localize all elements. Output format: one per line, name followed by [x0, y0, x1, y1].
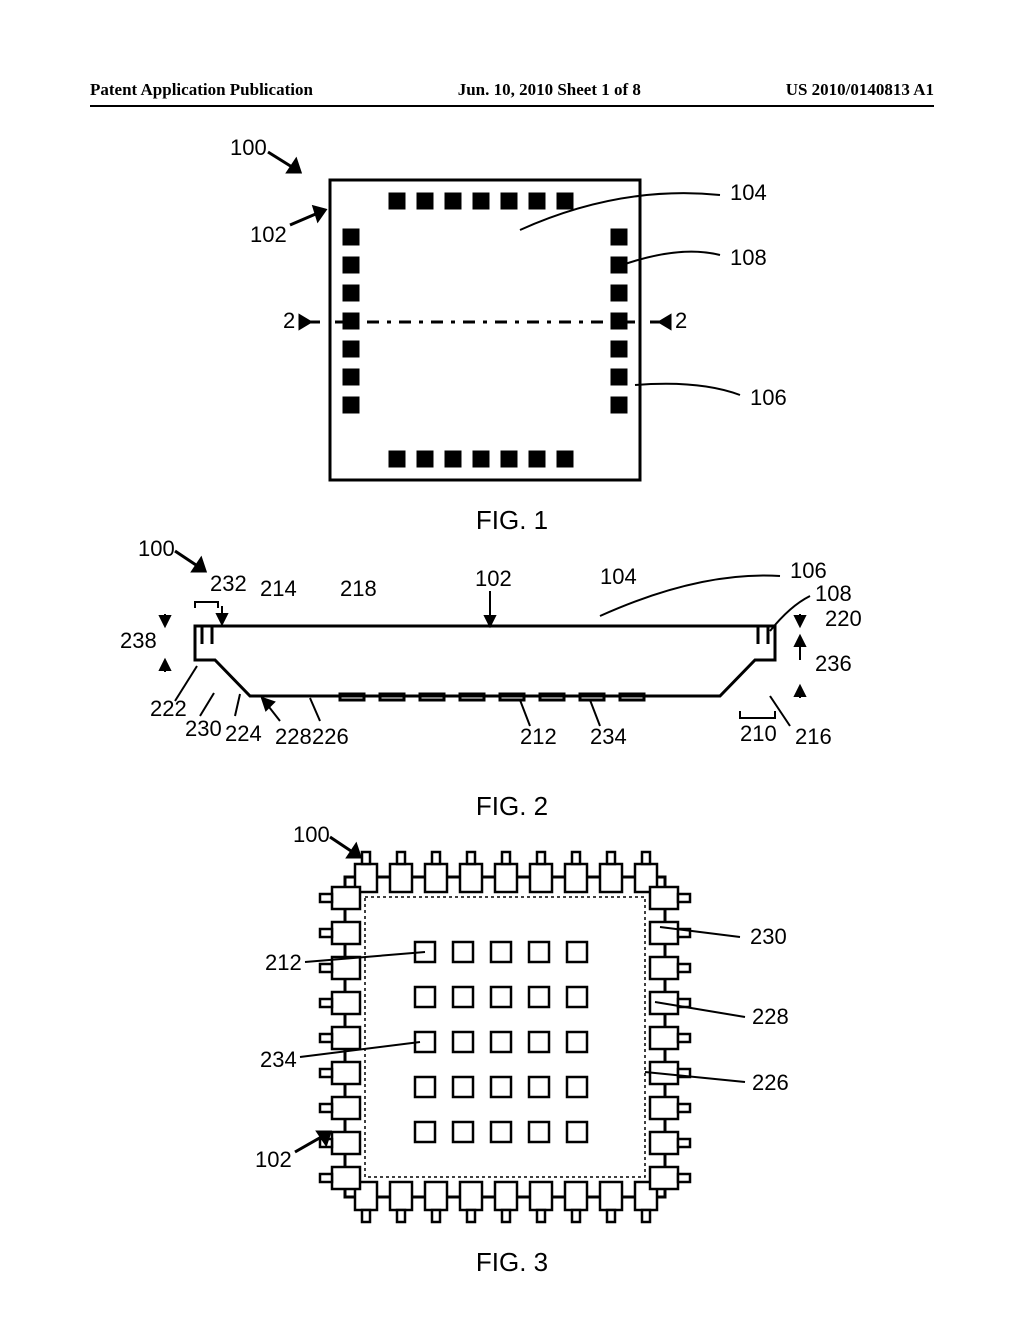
ref-106: 106: [750, 385, 787, 410]
fig3-label: FIG. 3: [0, 1247, 1024, 1278]
f3-234: 234: [260, 1047, 297, 1072]
f3-212: 212: [265, 950, 302, 975]
ref-100: 100: [230, 135, 267, 160]
fig2-svg: 100 232 214 218 102 104 106 108 220 238 …: [0, 536, 1024, 786]
f3-100: 100: [293, 822, 330, 847]
page-header: Patent Application Publication Jun. 10, …: [90, 80, 934, 100]
f2-108: 108: [815, 581, 852, 606]
inner-grid: [415, 942, 587, 1142]
header-rule: [90, 105, 934, 107]
f2-104: 104: [600, 564, 637, 589]
f2-222: 222: [150, 696, 187, 721]
f2-212: 212: [520, 724, 557, 749]
sect-left: 2: [283, 308, 295, 333]
fig2-label: FIG. 2: [0, 791, 1024, 822]
f2-226: 226: [312, 724, 349, 749]
fig1-svg: 100 102 104 108 106 2 2: [0, 130, 1024, 500]
f2-232: 232: [210, 571, 247, 596]
fig1-label: FIG. 1: [0, 505, 1024, 536]
f2-224: 224: [225, 721, 262, 746]
f2-102: 102: [475, 566, 512, 591]
f3-226: 226: [752, 1070, 789, 1095]
f2-238: 238: [120, 628, 157, 653]
f3-228: 228: [752, 1004, 789, 1029]
header-left: Patent Application Publication: [90, 80, 313, 100]
f2-234: 234: [590, 724, 627, 749]
fig3-svg: 100: [0, 822, 1024, 1242]
f3-102: 102: [255, 1147, 292, 1172]
figures-area: 100 102 104 108 106 2 2 FIG. 1: [0, 130, 1024, 1278]
header-right: US 2010/0140813 A1: [786, 80, 934, 100]
ref-102: 102: [250, 222, 287, 247]
f2-230: 230: [185, 716, 222, 741]
sect-right: 2: [675, 308, 687, 333]
f2-100: 100: [138, 536, 175, 561]
f2-236: 236: [815, 651, 852, 676]
f2-106: 106: [790, 558, 827, 583]
f2-218: 218: [340, 576, 377, 601]
f3-230: 230: [750, 924, 787, 949]
f2-210: 210: [740, 721, 777, 746]
f2-228: 228: [275, 724, 312, 749]
f2-216: 216: [795, 724, 832, 749]
ref-108: 108: [730, 245, 767, 270]
header-center: Jun. 10, 2010 Sheet 1 of 8: [458, 80, 641, 100]
f2-220: 220: [825, 606, 862, 631]
ref-104: 104: [730, 180, 767, 205]
f2-214: 214: [260, 576, 297, 601]
